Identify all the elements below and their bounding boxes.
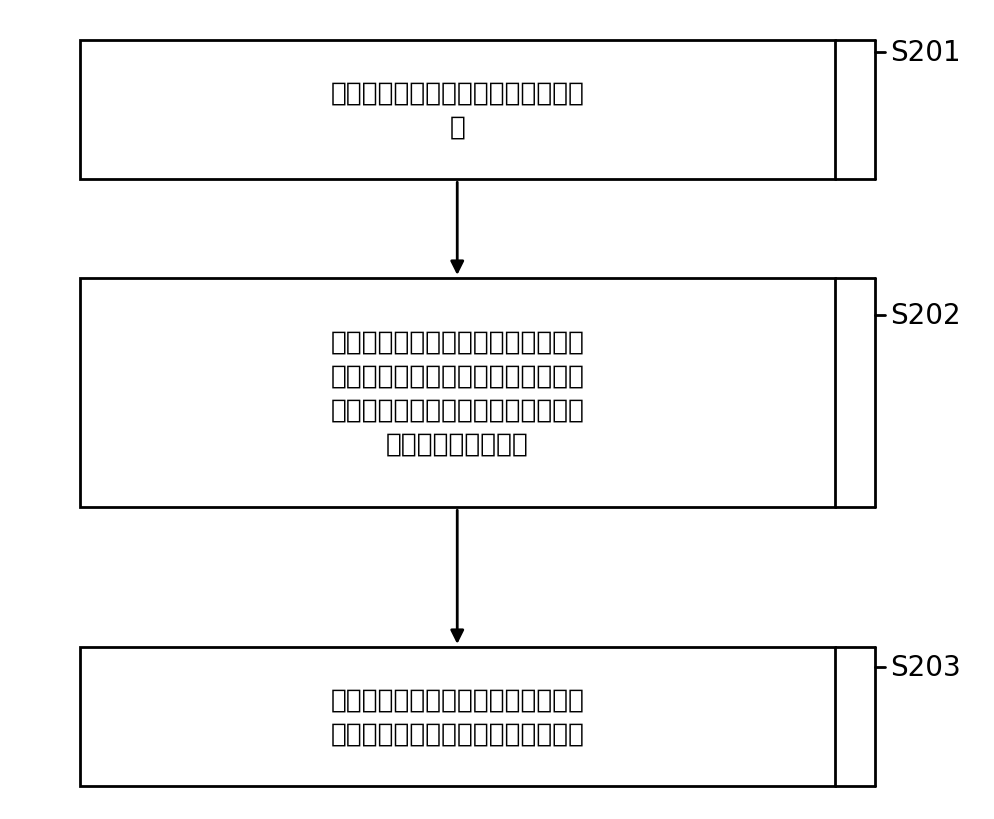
- Text: S202: S202: [890, 301, 960, 329]
- FancyBboxPatch shape: [80, 647, 835, 786]
- FancyBboxPatch shape: [80, 41, 835, 180]
- Text: S203: S203: [890, 654, 960, 681]
- Text: S201: S201: [890, 39, 960, 67]
- FancyBboxPatch shape: [80, 278, 835, 508]
- Text: 根据已使用内存空间的大小计算利用
率等于第三阈值时内存空间的容量，
并确定第一待转化空间的容量为内存
空间的容量的变化量: 根据已使用内存空间的大小计算利用 率等于第三阈值时内存空间的容量， 并确定第一待…: [330, 329, 584, 457]
- Text: 根据利用率计算已使用内存空间的容
量: 根据利用率计算已使用内存空间的容 量: [330, 80, 584, 141]
- Text: 根据第一待转化空间的容量在内存空
间的空闲空间中确定第一待转化空间: 根据第一待转化空间的容量在内存空 间的空闲空间中确定第一待转化空间: [330, 686, 584, 747]
